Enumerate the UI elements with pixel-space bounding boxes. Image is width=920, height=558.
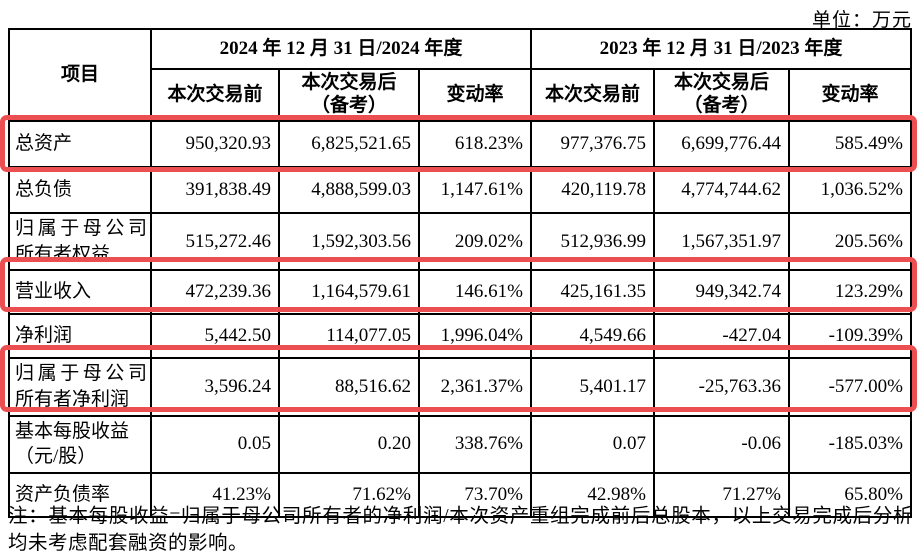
cell-value: 2,361.37% <box>418 357 532 417</box>
cell-value: 585.49% <box>788 120 912 168</box>
cell-value: 1,567,351.97 <box>653 211 790 272</box>
row-label: 总资产 <box>8 120 152 168</box>
cell-value: 209.02% <box>418 211 532 272</box>
table-row-debt-ratio: 资产负债率 41.23% 71.62% 73.70% 42.98% 71.27%… <box>8 471 912 518</box>
row-label: 净利润 <box>8 313 152 360</box>
cell-value: 515,272.46 <box>150 211 280 272</box>
cell-value: 0.05 <box>150 414 280 474</box>
cell-value: -0.06 <box>653 414 790 474</box>
row-label: 归属于母公司所有者净利润 <box>8 357 152 417</box>
cell-value: 71.27% <box>653 471 790 518</box>
subheader-pre-transaction-2024: 本次交易前 <box>150 68 280 122</box>
cell-value: 949,342.74 <box>653 269 790 316</box>
cell-value: 4,888,599.03 <box>278 166 420 214</box>
cell-value: -109.39% <box>788 313 912 360</box>
table-row-parent-equity: 归属于母公司所有者权益 515,272.46 1,592,303.56 209.… <box>8 211 912 272</box>
cell-value: 5,401.17 <box>530 357 655 417</box>
cell-value: 0.07 <box>530 414 655 474</box>
cell-value: -427.04 <box>653 313 790 360</box>
cell-value: 4,774,744.62 <box>653 166 790 214</box>
cell-value: 1,036.52% <box>788 166 912 214</box>
cell-value: 425,161.35 <box>530 269 655 316</box>
cell-value: 3,596.24 <box>150 357 280 417</box>
cell-value: 146.61% <box>418 269 532 316</box>
cell-value: 420,119.78 <box>530 166 655 214</box>
cell-value: 42.98% <box>530 471 655 518</box>
cell-value: 338.76% <box>418 414 532 474</box>
subheader-post-transaction-2023: 本次交易后 （备考） <box>653 68 790 122</box>
cell-value: 512,936.99 <box>530 211 655 272</box>
cell-value: 4,549.66 <box>530 313 655 360</box>
period-header-2023: 2023 年 12 月 31 日/2023 年度 <box>530 28 912 70</box>
cell-value: 6,825,521.65 <box>278 120 420 168</box>
row-label: 基本每股收益（元/股） <box>8 414 152 474</box>
cell-value: 618.23% <box>418 120 532 168</box>
period-header-2024: 2024 年 12 月 31 日/2024 年度 <box>150 28 532 70</box>
header-row-periods: 项目 2024 年 12 月 31 日/2024 年度 2023 年 12 月 … <box>8 28 912 122</box>
cell-value: 6,699,776.44 <box>653 120 790 168</box>
cell-value: 205.56% <box>788 211 912 272</box>
cell-value: 114,077.05 <box>278 313 420 360</box>
cell-value: -25,763.36 <box>653 357 790 417</box>
unit-label: 单位：万元 <box>811 10 912 31</box>
subheader-change-rate-2023: 变动率 <box>788 68 912 122</box>
cell-value: 1,996.04% <box>418 313 532 360</box>
row-label: 总负债 <box>8 166 152 214</box>
cell-value: 1,147.61% <box>418 166 532 214</box>
table-row-operating-revenue: 营业收入 472,239.36 1,164,579.61 146.61% 425… <box>8 269 912 316</box>
cell-value: 73.70% <box>418 471 532 518</box>
table-row-total-liabilities: 总负债 391,838.49 4,888,599.03 1,147.61% 42… <box>8 166 912 214</box>
cell-value: 41.23% <box>150 471 280 518</box>
table-row-net-profit: 净利润 5,442.50 114,077.05 1,996.04% 4,549.… <box>8 313 912 360</box>
cell-value: 0.20 <box>278 414 420 474</box>
cell-value: 391,838.49 <box>150 166 280 214</box>
header-row-subcolumns: 本次交易前 本次交易后 （备考） 变动率 本次交易前 本次交易后 （备考） 变动… <box>9 68 912 122</box>
corner-header-item: 项目 <box>8 28 152 122</box>
cell-value: 472,239.36 <box>150 269 280 316</box>
table-row-parent-net-profit: 归属于母公司所有者净利润 3,596.24 88,516.62 2,361.37… <box>8 357 912 417</box>
cell-value: -577.00% <box>788 357 912 417</box>
table-row-basic-eps: 基本每股收益（元/股） 0.05 0.20 338.76% 0.07 -0.06… <box>8 414 912 474</box>
cell-value: 65.80% <box>788 471 912 518</box>
cell-value: 1,164,579.61 <box>278 269 420 316</box>
cell-value: 977,376.75 <box>530 120 655 168</box>
row-label: 归属于母公司所有者权益 <box>8 211 152 272</box>
footnote: 注：基本每股收益=归属于母公司所有者的净利润/本次资产重组完成前后总股本，以上交… <box>8 506 913 554</box>
cell-value: 950,320.93 <box>150 120 280 168</box>
subheader-post-transaction-2024: 本次交易后 （备考） <box>278 68 420 122</box>
cell-value: 71.62% <box>278 471 420 518</box>
subheader-change-rate-2024: 变动率 <box>418 68 532 122</box>
row-label: 营业收入 <box>8 269 152 316</box>
cell-value: -185.03% <box>788 414 912 474</box>
cell-value: 88,516.62 <box>278 357 420 417</box>
cell-value: 5,442.50 <box>150 313 280 360</box>
cell-value: 1,592,303.56 <box>278 211 420 272</box>
financial-comparison-table: 项目 2024 年 12 月 31 日/2024 年度 2023 年 12 月 … <box>8 28 912 518</box>
subheader-pre-transaction-2023: 本次交易前 <box>530 68 655 122</box>
row-label: 资产负债率 <box>8 471 152 518</box>
cell-value: 123.29% <box>788 269 912 316</box>
table-row-total-assets: 总资产 950,320.93 6,825,521.65 618.23% 977,… <box>8 120 912 168</box>
